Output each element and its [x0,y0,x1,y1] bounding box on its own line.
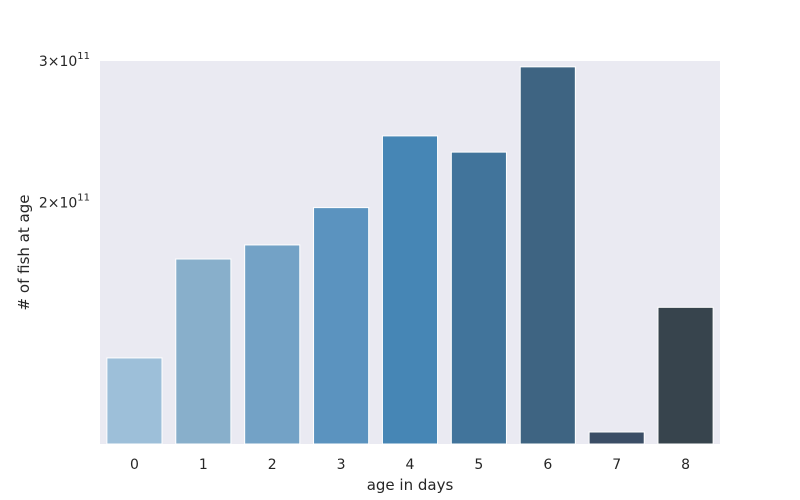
bars-group [106,66,714,445]
y-axis-label: # of fish at age [15,195,33,311]
x-tick-label: 6 [543,457,552,473]
y-tick-labels: 2×1011 3×1011 [39,51,90,211]
y-tick-label: 2×1011 [39,192,90,211]
bar-5 [450,151,507,445]
x-tick-label: 2 [268,457,277,473]
x-tick-labels: 0 1 2 3 4 5 6 7 8 [130,457,690,473]
x-tick-label: 0 [130,457,139,473]
bar-1 [175,258,232,445]
x-tick-label: 4 [406,457,415,473]
bar-7 [588,431,645,445]
x-tick-label: 7 [612,457,621,473]
bar-3 [313,207,370,445]
x-tick-label: 8 [681,457,690,473]
bar-4 [381,135,439,445]
bar-6 [519,66,576,445]
y-tick-label: 3×1011 [39,51,90,70]
x-axis-label: age in days [367,476,454,494]
bar-2 [244,244,301,445]
x-tick-label: 5 [474,457,483,473]
bar-8 [657,306,714,445]
bar-0 [106,357,163,445]
x-tick-label: 3 [337,457,346,473]
x-tick-label: 1 [199,457,208,473]
